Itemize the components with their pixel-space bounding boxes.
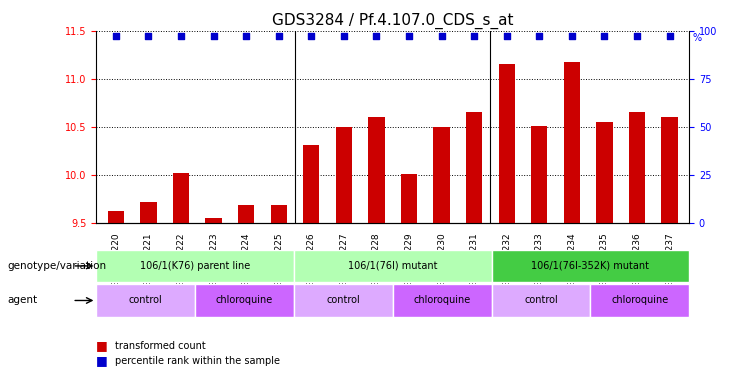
- Text: control: control: [129, 295, 162, 306]
- Text: %: %: [693, 33, 702, 43]
- Text: control: control: [524, 295, 558, 306]
- Bar: [368, 117, 385, 223]
- Text: chloroquine: chloroquine: [216, 295, 273, 306]
- Point: [273, 33, 285, 39]
- Text: 106/1(76I-352K) mutant: 106/1(76I-352K) mutant: [531, 261, 649, 271]
- Point: [501, 33, 513, 39]
- Bar: [270, 205, 287, 223]
- Point: [664, 33, 676, 39]
- Point: [631, 33, 643, 39]
- Text: ■: ■: [96, 354, 108, 367]
- Point: [599, 33, 611, 39]
- Point: [175, 33, 187, 39]
- Point: [468, 33, 480, 39]
- Bar: [336, 127, 352, 223]
- Point: [338, 33, 350, 39]
- Point: [240, 33, 252, 39]
- Bar: [597, 122, 613, 223]
- Title: GDS3284 / Pf.4.107.0_CDS_s_at: GDS3284 / Pf.4.107.0_CDS_s_at: [272, 13, 514, 29]
- Text: chloroquine: chloroquine: [611, 295, 668, 306]
- Point: [403, 33, 415, 39]
- Text: percentile rank within the sample: percentile rank within the sample: [115, 356, 280, 366]
- Text: agent: agent: [7, 295, 38, 306]
- Point: [207, 33, 219, 39]
- Bar: [466, 112, 482, 223]
- Bar: [205, 218, 222, 223]
- Bar: [433, 127, 450, 223]
- Bar: [107, 211, 124, 223]
- Point: [370, 33, 382, 39]
- Point: [566, 33, 578, 39]
- Bar: [564, 63, 580, 223]
- Bar: [173, 173, 189, 223]
- Text: 106/1(76I) mutant: 106/1(76I) mutant: [348, 261, 437, 271]
- Text: control: control: [327, 295, 360, 306]
- Bar: [238, 205, 254, 223]
- Point: [305, 33, 317, 39]
- Point: [436, 33, 448, 39]
- Text: genotype/variation: genotype/variation: [7, 261, 107, 271]
- Text: ■: ■: [96, 339, 108, 352]
- Bar: [662, 117, 678, 223]
- Bar: [629, 112, 645, 223]
- Text: chloroquine: chloroquine: [413, 295, 471, 306]
- Text: 106/1(K76) parent line: 106/1(K76) parent line: [140, 261, 250, 271]
- Bar: [303, 145, 319, 223]
- Point: [110, 33, 122, 39]
- Bar: [401, 174, 417, 223]
- Text: transformed count: transformed count: [115, 341, 205, 351]
- Bar: [499, 65, 515, 223]
- Point: [534, 33, 545, 39]
- Bar: [531, 126, 548, 223]
- Point: [142, 33, 154, 39]
- Bar: [140, 202, 156, 223]
